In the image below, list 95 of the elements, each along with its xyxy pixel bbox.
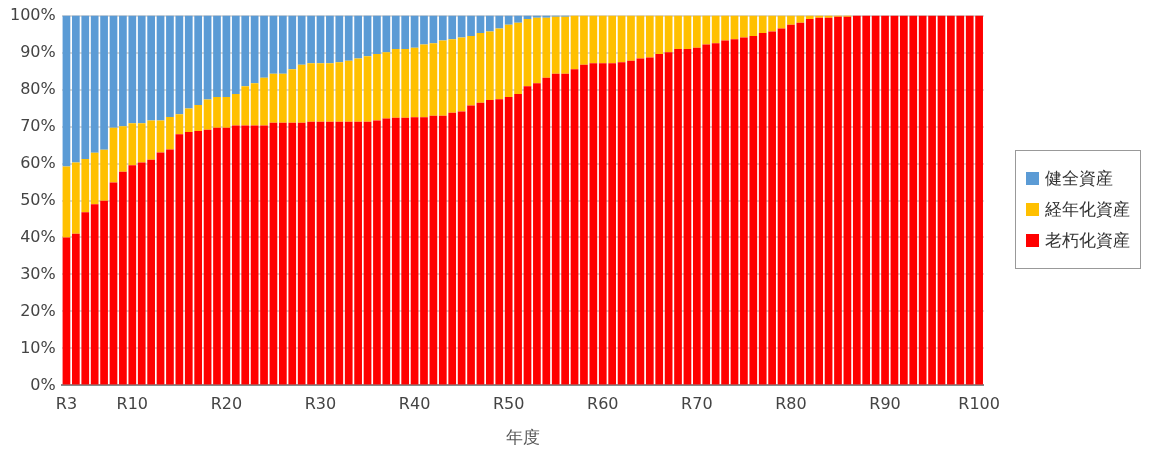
bar [203,99,212,130]
bar [156,15,165,121]
x-tick-label: R100 [958,394,1000,414]
bar [476,102,485,385]
x-tick-label: R40 [398,394,431,414]
bar [316,121,325,385]
y-tick-label: 60% [20,152,56,172]
y-tick-label: 100% [9,4,56,24]
legend-label: 経年化資産 [1045,198,1130,221]
bar [269,15,278,74]
bar [420,117,428,385]
bar [420,15,428,45]
bar [109,127,118,183]
bar [937,15,946,385]
bar [156,152,165,385]
bar [476,32,485,103]
x-tick-label: R3 [55,394,78,414]
y-tick-label: 40% [20,226,56,246]
bar [410,117,419,385]
x-tick-label: R90 [869,394,901,414]
bar [674,48,682,385]
bar [457,37,466,112]
bar [222,127,231,385]
bar [674,15,682,49]
bar [777,15,786,29]
bar [429,43,438,116]
bar [881,15,889,385]
bar [777,28,786,385]
bar [203,129,212,385]
bar [457,111,466,385]
bar [260,125,268,385]
y-tick-label: 70% [20,115,56,135]
bar [62,15,71,167]
bar [467,105,475,385]
bar [627,15,635,61]
bar [213,127,221,385]
bar [429,115,438,385]
x-tick-label: R60 [587,394,619,414]
y-tick-label: 10% [20,337,56,357]
bar [683,48,692,385]
bar [730,39,739,385]
bar [636,58,645,385]
bar [269,73,278,123]
bar [410,47,419,118]
y-tick-label: 0% [30,374,56,394]
x-axis-title: 年度 [505,427,540,448]
bar [62,237,71,385]
y-tick-label: 20% [20,300,56,320]
y-tick-label: 50% [20,189,56,209]
bar [617,62,626,385]
x-tick-label: R10 [116,394,149,414]
bar [222,96,231,128]
bar [203,15,212,100]
y-tick-label: 90% [20,41,56,61]
x-tick-label: R20 [210,394,243,414]
bar [824,17,833,385]
bar [683,15,692,49]
y-tick-label: 30% [20,263,56,283]
bar [627,60,635,385]
x-tick-label: R50 [492,394,525,414]
bar [269,122,278,385]
x-tick-label: R80 [775,394,807,414]
bar [250,125,259,385]
bar [363,56,372,122]
y-tick-label: 80% [20,78,56,98]
bar [213,15,221,97]
bar [664,52,673,385]
bar [316,63,325,122]
bar [109,15,118,128]
bar [617,15,626,63]
bar [843,16,852,385]
bar [260,77,268,126]
bar [260,15,268,78]
bar [570,15,579,70]
bar [250,83,259,126]
bar [523,18,532,87]
bar [213,96,221,128]
bar [250,15,259,84]
bar [834,16,842,385]
bar [467,15,475,36]
x-tick-label: R30 [304,394,337,414]
bar [410,15,419,48]
bar [871,15,880,385]
bar [62,166,71,238]
bar [420,44,428,118]
bar [467,35,475,106]
bar [222,15,231,97]
legend-label: 健全資産 [1045,167,1113,190]
bar [363,121,372,385]
bar [890,15,899,385]
bar [570,69,579,385]
bar [523,86,532,385]
bar [109,182,118,385]
x-tick-label: R70 [681,394,713,414]
legend-label: 老朽化資産 [1045,229,1130,252]
